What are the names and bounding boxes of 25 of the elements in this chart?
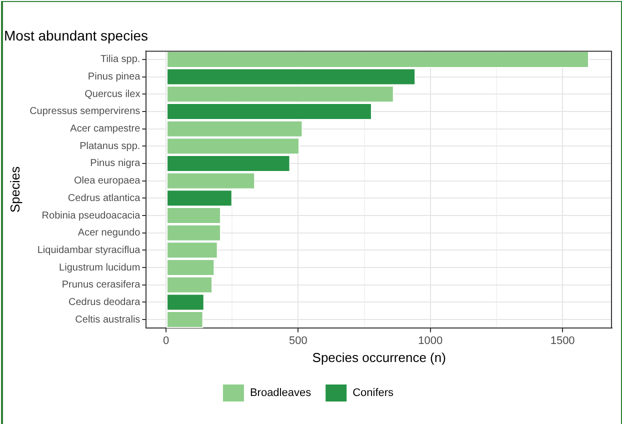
y-tick-label: Platanus spp. bbox=[80, 140, 140, 152]
y-tick-label: Olea europaea bbox=[74, 176, 141, 187]
x-tick-label: 500 bbox=[289, 334, 308, 347]
y-tick-label: Prunus cerasifera bbox=[62, 280, 141, 291]
y-tick-label: Pinus nigra bbox=[90, 158, 141, 170]
x-tick-label: 0 bbox=[162, 334, 170, 347]
legend-label: Broadleaves bbox=[250, 387, 312, 400]
x-tick-label: 1000 bbox=[418, 334, 443, 347]
x-axis-title: Species occurrence (n) bbox=[312, 350, 446, 365]
y-tick-label: Cedrus deodara bbox=[68, 296, 141, 308]
y-tick-label: Robinia pseudoacacia bbox=[42, 210, 141, 222]
y-tick-label: Tilia spp. bbox=[100, 54, 140, 66]
chart-title: Most abundant species bbox=[4, 27, 148, 44]
y-tick-label: Celtis australis bbox=[75, 314, 140, 326]
y-tick-label: Ligustrum lucidum bbox=[59, 262, 140, 274]
y-tick-label: Liquidambar styraciflua bbox=[37, 244, 141, 256]
y-tick-label: Pinus pinea bbox=[88, 72, 141, 83]
y-tick-label: Acer negundo bbox=[78, 228, 141, 239]
y-tick-label: Acer campestre bbox=[70, 124, 141, 135]
y-axis-title: Species bbox=[7, 166, 22, 213]
legend-label: Conifers bbox=[352, 387, 394, 400]
x-tick-label: 1500 bbox=[550, 334, 575, 347]
y-tick-label: Quercus ilex bbox=[84, 88, 140, 100]
y-tick-label: Cedrus atlantica bbox=[68, 192, 141, 204]
y-tick-label: Cupressus sempervirens bbox=[30, 106, 140, 118]
